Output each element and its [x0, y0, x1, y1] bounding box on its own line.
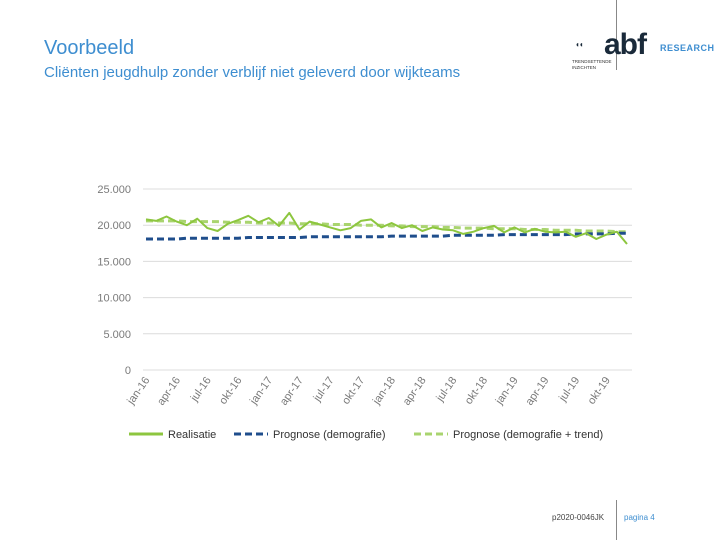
- footer-reference: p2020-0046JK: [552, 513, 605, 522]
- y-tick-label: 15.000: [97, 256, 131, 268]
- x-tick-label: jan-19: [493, 375, 521, 408]
- logo-tagline: TRENDSETTENDE INZICHTEN: [572, 59, 612, 70]
- logo-divider: [616, 0, 617, 70]
- legend-label: Prognose (demografie + trend): [453, 429, 603, 441]
- y-tick-label: 0: [125, 365, 131, 377]
- legend-label: Prognose (demografie): [273, 429, 386, 441]
- y-tick-label: 25.000: [97, 184, 131, 196]
- footer-page-number: pagina 4: [624, 513, 655, 522]
- x-tick-label: okt-17: [340, 375, 367, 407]
- series-line-prognose-trend: [146, 219, 627, 234]
- logo-research-label: RESEARCH: [660, 43, 715, 53]
- page-subtitle: Cliënten jeugdhulp zonder verblijf niet …: [44, 64, 461, 81]
- x-tick-label: okt-16: [217, 375, 244, 407]
- x-tick-label: jan-17: [247, 375, 275, 408]
- x-tick-label: apr-16: [155, 375, 183, 408]
- page-title: Voorbeeld: [44, 37, 135, 59]
- y-tick-label: 5.000: [103, 329, 131, 341]
- x-tick-label: jan-18: [370, 375, 398, 408]
- legend-label: Realisatie: [168, 429, 216, 441]
- y-tick-label: 20.000: [97, 220, 131, 232]
- x-tick-label: jan-16: [125, 375, 153, 408]
- x-tick-label: jul-17: [311, 375, 337, 405]
- x-tick-label: apr-17: [278, 375, 306, 408]
- x-tick-label: okt-18: [463, 375, 490, 407]
- series-line-prognose-demografie: [146, 231, 627, 241]
- logo-wordmark: abf: [604, 28, 647, 61]
- footer-divider: [616, 500, 617, 540]
- x-tick-label: apr-18: [401, 375, 429, 408]
- x-tick-label: apr-19: [524, 375, 552, 408]
- y-tick-label: 10.000: [97, 293, 131, 305]
- logo-mark-icon: ◖◖: [575, 40, 584, 49]
- x-tick-label: okt-19: [586, 375, 613, 407]
- x-tick-label: jul-16: [188, 375, 214, 405]
- series-line-realisatie: [145, 211, 628, 245]
- x-tick-label: jul-18: [434, 375, 460, 405]
- x-tick-label: jul-19: [556, 375, 582, 405]
